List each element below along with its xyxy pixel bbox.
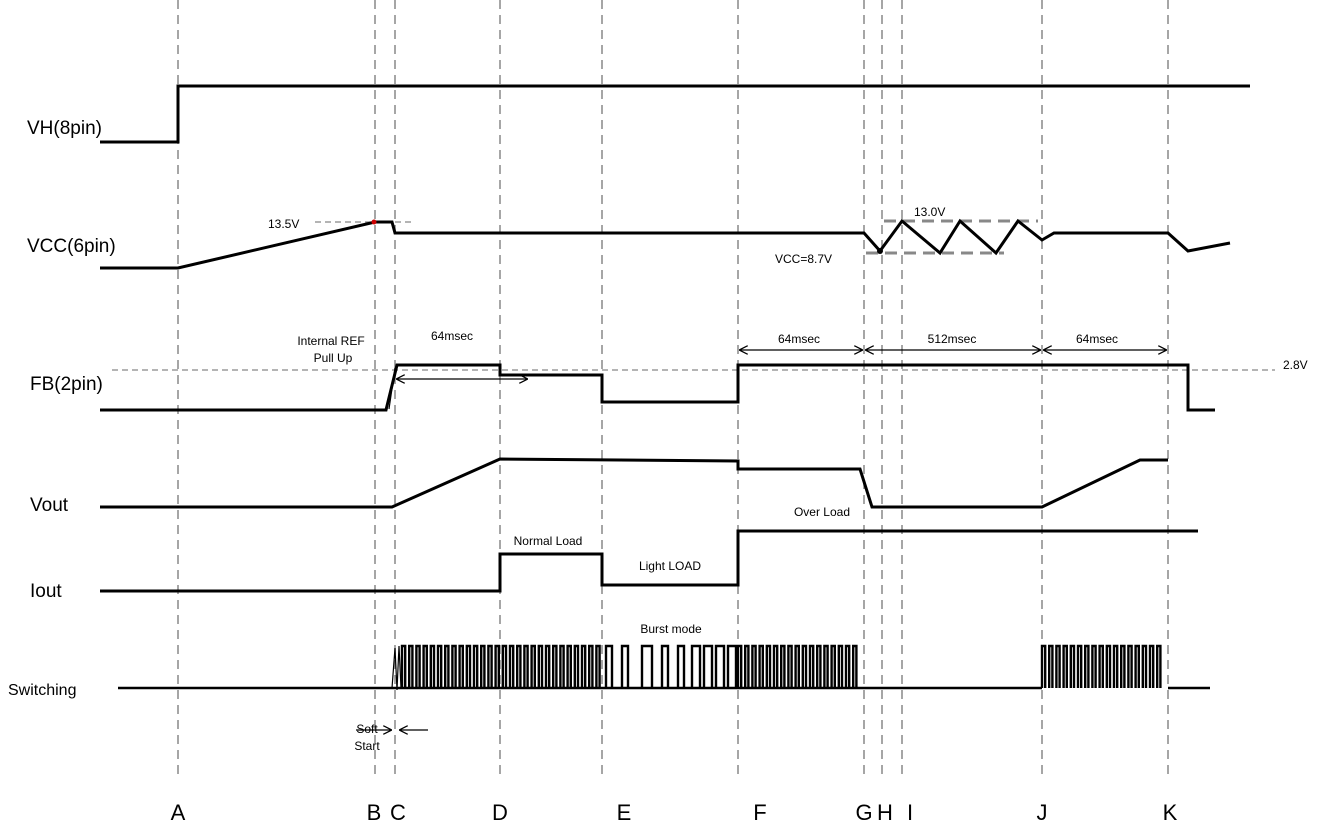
fb-trace (100, 363, 1215, 412)
phase-g: G (855, 800, 872, 825)
switching-softstart (391, 645, 402, 691)
phase-j: J (1037, 800, 1048, 825)
label-vout: Vout (30, 495, 69, 516)
note-normal-load: Normal Load (514, 534, 583, 548)
note-over-load: Over Load (794, 505, 850, 519)
vout-trace (100, 457, 1168, 509)
label-iout: Iout (30, 581, 62, 602)
note-burst-mode: Burst mode (640, 622, 702, 636)
note-soft: Soft (356, 722, 378, 736)
phase-i: I (907, 800, 913, 825)
label-vcc: VCC(6pin) (27, 236, 116, 257)
note-fb-2v8: 2.8V (1283, 358, 1308, 372)
phase-e: E (617, 800, 632, 825)
note-vcc-8v7: VCC=8.7V (775, 252, 832, 266)
vcc-uvlo-dot (877, 248, 883, 254)
switching-pulse-train (395, 644, 1162, 690)
note-64msec-jk: 64msec (1076, 332, 1118, 346)
phase-k: K (1163, 800, 1178, 825)
phase-c: C (390, 800, 406, 825)
switching-trace (118, 644, 1210, 691)
iout-trace (100, 529, 1198, 593)
label-vh: VH(8pin) (27, 118, 102, 139)
vcc-trace (100, 218, 1231, 270)
note-64msec-cd: 64msec (431, 329, 473, 343)
phase-d: D (492, 800, 508, 825)
phase-labels: A B C D E F G H I J K (171, 800, 1178, 825)
note-light-load: Light LOAD (639, 559, 701, 573)
note-vcc-13v5: 13.5V (268, 217, 299, 231)
note-pull-up: Pull Up (314, 351, 353, 365)
note-vcc-13v0: 13.0V (914, 205, 945, 219)
note-start: Start (354, 739, 380, 753)
phase-a: A (171, 800, 186, 825)
phase-b: B (367, 800, 382, 825)
note-512msec: 512msec (928, 332, 977, 346)
phase-guides (177, 0, 1169, 778)
label-switching: Switching (8, 682, 76, 699)
vcc-peak-dot (371, 219, 377, 225)
phase-f: F (753, 800, 766, 825)
note-64msec-fg: 64msec (778, 332, 820, 346)
fb-pullup-rise (388, 367, 396, 410)
phase-h: H (877, 800, 893, 825)
label-fb: FB(2pin) (30, 374, 103, 395)
vh-trace (100, 84, 1250, 144)
note-internal-ref: Internal REF (297, 334, 364, 348)
